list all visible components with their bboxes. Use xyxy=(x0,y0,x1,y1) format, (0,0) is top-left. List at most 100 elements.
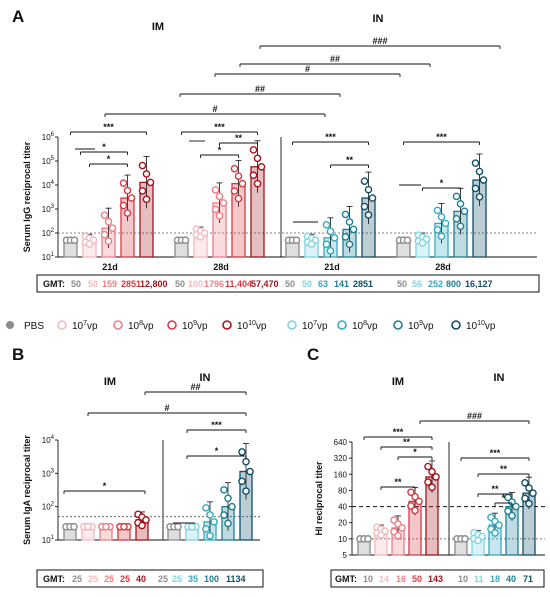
panel-c-points-g0-s0-point xyxy=(364,535,372,543)
panel-a-gmt-g3-s4: 16,127 xyxy=(465,279,493,289)
panel-c-points-g0-s4-point xyxy=(424,462,432,471)
panel-c-points-g0-s1-point xyxy=(377,531,385,539)
panel-a-points-g2-s2-point xyxy=(326,247,335,255)
panel-b-gmt-g0-s3: 25 xyxy=(120,574,130,584)
panel-a-in-header: IN xyxy=(373,13,384,25)
panel-a-bar-g1-s3 xyxy=(231,160,246,258)
panel-b-gmt-g0-s2: 25 xyxy=(104,574,114,584)
panel-a-points-g2-s2-point xyxy=(330,234,339,242)
panel-a-points-g2-s0 xyxy=(284,236,301,245)
panel-c-gmt-g1-s0: 10 xyxy=(458,574,468,584)
legend-marker-1 xyxy=(113,320,123,330)
panel-c-gmt-g1-s2: 18 xyxy=(490,574,500,584)
panel-a-points-g1-s3-point xyxy=(234,194,243,203)
panel-b-sig-4-label: ## xyxy=(190,382,200,392)
panel-a-points-g1-s2 xyxy=(211,186,228,220)
panel-b-ytick-3-base: 104 xyxy=(42,435,55,445)
panel-c-sig-0-label: *** xyxy=(393,427,404,437)
panel-a-gmt-g2-s1: 50 xyxy=(302,279,312,289)
panel-a-points-g0-s2-point xyxy=(108,224,117,232)
panel-c-sig-8-label: ### xyxy=(467,411,482,421)
panel-a-gmt-g2-s0: 50 xyxy=(285,279,295,289)
panel-a-points-g1-s3-point xyxy=(238,179,247,188)
panel-c-points-g0-s4-point xyxy=(432,473,440,481)
panel-a-points-g0-s0 xyxy=(62,236,79,245)
panel-c-sig-1-label: ** xyxy=(403,437,411,447)
panel-a-sig-3: *** xyxy=(181,122,258,135)
panel-b-points-g1-s3-point xyxy=(220,486,228,494)
panel-a-sig-0: *** xyxy=(70,122,147,135)
panel-c-points-g0-s3-point xyxy=(411,493,419,501)
panel-c-points-g1-s2 xyxy=(487,513,503,537)
panel-a-sig-6-label: *** xyxy=(325,132,336,142)
panel-a-ytick-1-base: 102 xyxy=(42,228,55,238)
panel-c-points-g0-s3-point xyxy=(407,488,415,497)
legend-marker-0 xyxy=(57,320,67,330)
panel-c-in-header: IN xyxy=(494,372,505,384)
panel-c-gmt-box xyxy=(330,569,545,588)
panel-c-ytick-4: 80 xyxy=(338,486,347,495)
panel-c-points-g1-s4-point xyxy=(521,479,529,487)
panel-b-sig-3: # xyxy=(87,403,247,416)
panel-a-sig-8-label: *** xyxy=(436,132,447,142)
panel-a-gmt-g1-s2: 1796 xyxy=(204,279,224,289)
panel-a-points-g1-s4 xyxy=(249,146,266,188)
panel-b-gmt-g1-s3: 100 xyxy=(204,574,219,584)
panel-a-sig-4-label: ** xyxy=(235,133,243,143)
panel-a-points-g3-s3-point xyxy=(456,222,465,231)
panel-c-ytick-7: 640 xyxy=(334,438,348,447)
panel-b-points-g1-s0 xyxy=(166,522,182,531)
panel-c-letter: C xyxy=(307,345,319,364)
panel-b-bar-g1-s4 xyxy=(239,443,253,541)
panel-b-points-g1-s4-point xyxy=(238,477,246,486)
panel-a-ytick-5-exp: 6 xyxy=(51,132,55,138)
panel-a-points-g1-s3-point xyxy=(230,187,239,195)
panel-c-points-g1-s0-point xyxy=(461,535,469,543)
panel-b-ytick-2-base: 103 xyxy=(42,468,55,478)
panel-b-ytick-3-exp: 4 xyxy=(51,435,55,441)
panel-a-points-g0-s2-point xyxy=(104,217,113,226)
panel-a-gmt-g0-s3: 2851 xyxy=(121,279,141,289)
panel-a-points-g2-s3-point xyxy=(349,225,358,234)
panel-a-category-2: 21d xyxy=(324,262,340,272)
panel-a-points-g3-s3 xyxy=(452,192,469,231)
panel-a-points-g1-s4-point xyxy=(253,179,262,188)
panel-a-points-g3-s3-point xyxy=(452,192,461,201)
panel-a-sig-2-label: * xyxy=(107,154,111,164)
panel-a-points-g1-s2-point xyxy=(211,186,220,194)
panel-b-ytick-3: 104 xyxy=(42,435,55,445)
panel-a-points-g3-s2-point xyxy=(437,213,446,221)
panel-a-points-g2-s4-point xyxy=(368,194,377,202)
panel-c-points-g0-s4-point xyxy=(428,483,436,492)
panel-c-sig-3-label: * xyxy=(413,447,417,457)
panel-a-points-g0-s2-point xyxy=(104,237,113,245)
panel-c-points-g1-s1 xyxy=(470,528,486,545)
panel-a-sig-10: # xyxy=(104,104,326,117)
panel-b-points-g0-s0-point xyxy=(70,522,78,531)
panel-c-gmt-g1-s1: 11 xyxy=(474,574,484,584)
panel-b-points-g0-s4 xyxy=(134,510,150,530)
panel-b-gmt-g1-s1: 25 xyxy=(172,574,182,584)
panel-a-sig-4: ** xyxy=(219,133,258,146)
panel-a-ytick-2-base: 103 xyxy=(42,204,55,214)
panel-a-points-g3-s4 xyxy=(471,159,488,201)
panel-b-sig-3-label: # xyxy=(164,403,169,413)
panel-a-gmt-g1-s1: 100 xyxy=(188,279,203,289)
panel-b-points-g0-s4-point xyxy=(142,516,150,524)
legend-marker-4 xyxy=(287,320,297,330)
panel-c-sig-1: ** xyxy=(380,437,433,450)
panel-a-points-g0-s1 xyxy=(81,232,98,248)
panel-c-points-g0-s3-point xyxy=(411,506,419,515)
panel-b-points-g0-s3-point xyxy=(120,522,128,531)
panel-c-ytick-1: 10 xyxy=(338,535,347,544)
panel-a-gmt-g0-s1: 50 xyxy=(88,279,98,289)
panel-a-category-0: 21d xyxy=(102,262,118,272)
panel-a-sig-8: *** xyxy=(403,132,480,145)
panel-a-sig-13-label: ## xyxy=(330,54,340,64)
panel-a-gmt-g1-s3: 11,404 xyxy=(225,279,252,289)
panel-a-points-g1-s3-point xyxy=(234,172,243,180)
panel-a-gmt-g3-s1: 56 xyxy=(412,279,422,289)
panel-c-sig-2-label: ** xyxy=(394,477,402,487)
